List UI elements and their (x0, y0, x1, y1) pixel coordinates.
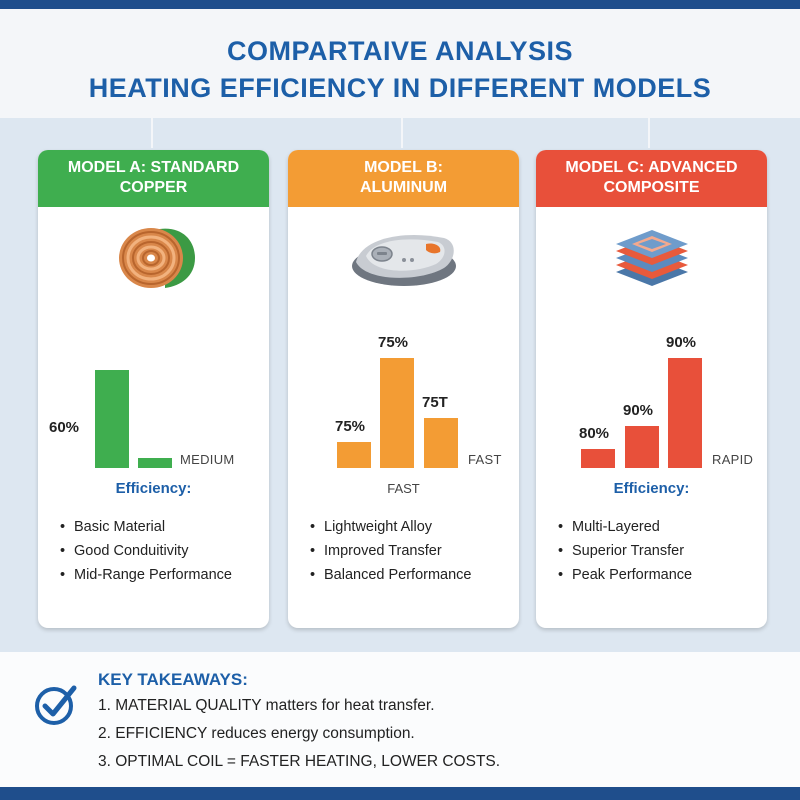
model-b-features: • Lightweight Alloy • Improved Transfer • B… (310, 515, 472, 587)
model-b-chart: 75% 75% 75T FAST (288, 150, 519, 628)
list-item: • Basic Material (60, 519, 166, 535)
bottom-accent-bar (0, 787, 800, 800)
model-b-title-line2: ALUMINUM (359, 179, 448, 196)
bar-value-label: 75% (335, 418, 366, 435)
list-item: • Improved Transfer (310, 543, 442, 559)
speed-label: FAST (468, 452, 502, 467)
model-c-title-line1: MODEL C: ADVANCED (565, 159, 738, 176)
bar-value-label: 90% (666, 334, 697, 351)
bar-value-label: 90% (623, 402, 654, 419)
model-a-chart: 60% MEDIUM (38, 150, 269, 628)
bar-value-label: 60% (49, 419, 80, 436)
page-title-line2: HEATING EFFICIENCY IN DIFFERENT MODELS (88, 73, 712, 103)
chart-bar (625, 426, 659, 468)
list-item: • Balanced Performance (310, 567, 472, 583)
model-a-card: MODEL A: STANDARD COPPER 60% MEDIUM Effic… (38, 150, 269, 628)
page-header: COMPARTAIVE ANALYSIS HEATING EFFICIENCY … (0, 9, 800, 118)
model-c-features: • Multi-Layered • Superior Transfer • Peak … (558, 515, 692, 587)
checkmark-icon (35, 685, 77, 725)
top-accent-bar (0, 0, 800, 9)
model-c-efficiency-label: Efficiency: (613, 480, 690, 497)
model-a-header: MODEL A: STANDARD COPPER (38, 150, 269, 207)
model-b-speed-sublabel: FAST (387, 481, 420, 496)
column-divider (401, 118, 403, 148)
model-b-title-line1: MODEL B: (364, 159, 443, 176)
takeaways-list: 1. MATERIAL QUALITY matters for heat tra… (98, 692, 500, 776)
key-takeaways-panel: KEY TAKEAWAYS: 1. MATERIAL QUALITY matte… (0, 652, 800, 787)
model-b-header: MODEL B: ALUMINUM (288, 150, 519, 207)
list-item: • Superior Transfer (558, 543, 685, 559)
model-a-efficiency-label: Efficiency: (115, 480, 192, 497)
chart-bar (668, 358, 702, 468)
model-b-card: MODEL B: ALUMINUM 75% 75% 75T FAST FAST • Li… (288, 150, 519, 628)
model-a-features: • Basic Material • Good Conduitivity • Mid-… (60, 515, 232, 587)
list-item: 1. MATERIAL QUALITY matters for heat tra… (98, 697, 435, 714)
model-a-title-line2: COPPER (119, 179, 188, 196)
chart-bar (138, 458, 172, 468)
chart-bar (380, 358, 414, 468)
chart-bar (95, 370, 129, 468)
chart-bar (424, 418, 458, 468)
list-item: 2. EFFICIENCY reduces energy consumption… (98, 725, 415, 742)
speed-label: RAPID (712, 452, 754, 467)
list-item: • Multi-Layered (558, 519, 660, 535)
model-c-chart: 80% 90% 90% RAPID (536, 150, 767, 628)
column-divider (648, 118, 650, 148)
takeaways-title: KEY TAKEAWAYS: (98, 670, 248, 689)
chart-bar (581, 449, 615, 468)
aluminum-device-icon (288, 216, 519, 296)
list-item: 3. OPTIMAL COIL = FASTER HEATING, LOWER … (98, 753, 501, 770)
speed-label: MEDIUM (180, 452, 235, 467)
layered-composite-icon (536, 216, 767, 296)
model-a-title-line1: MODEL A: STANDARD (67, 159, 240, 176)
list-item: • Mid-Range Performance (60, 567, 232, 583)
model-c-card: MODEL C: ADVANCED COMPOSITE 80% 90% 90% RAP… (536, 150, 767, 628)
list-item: • Good Conduitivity (60, 543, 189, 559)
list-item: • Peak Performance (558, 567, 693, 583)
bar-value-label: 80% (579, 425, 610, 442)
page-title-line1: COMPARTAIVE ANALYSIS (226, 36, 574, 66)
chart-bar (337, 442, 371, 468)
bar-value-label: 75T (422, 394, 448, 411)
model-c-header: MODEL C: ADVANCED COMPOSITE (536, 150, 767, 207)
list-item: • Lightweight Alloy (310, 519, 433, 535)
bar-value-label: 75% (378, 334, 409, 351)
model-c-title-line2: COMPOSITE (603, 179, 700, 196)
column-divider (151, 118, 153, 148)
copper-coil-icon (38, 216, 269, 296)
